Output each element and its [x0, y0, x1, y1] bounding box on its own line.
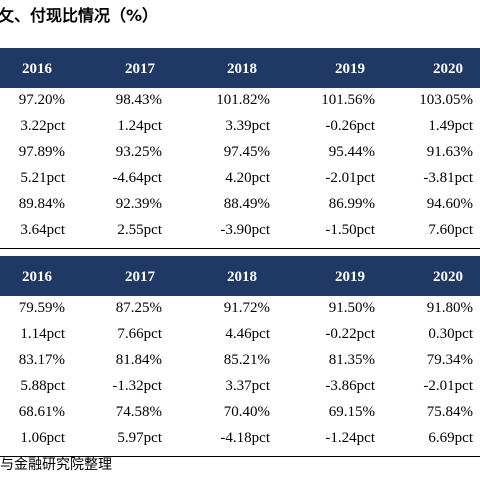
header-cell: 2018 — [227, 269, 257, 285]
header-band — [0, 48, 480, 88]
table-cell: 86.99% — [328, 196, 375, 212]
table-cell: 83.17% — [18, 352, 65, 368]
header-band — [0, 256, 480, 296]
table-cell: 79.59% — [18, 300, 65, 316]
table-cell: -3.90pct — [220, 222, 270, 238]
header-cell: 2017 — [125, 61, 155, 77]
table-cell: 6.69pct — [428, 430, 473, 446]
table-cell: 75.84% — [426, 404, 473, 420]
table-cell: 87.25% — [115, 300, 162, 316]
table-cell: 95.44% — [328, 144, 375, 160]
table-cell: 101.82% — [216, 92, 270, 108]
table-cell: 7.66pct — [117, 326, 162, 342]
table-cell: -4.18pct — [220, 430, 270, 446]
table-cell: 97.20% — [18, 92, 65, 108]
table-cell: -1.24pct — [325, 430, 375, 446]
table-cell: -2.01pct — [423, 378, 473, 394]
table-cell: -0.26pct — [325, 118, 375, 134]
table-cell: 93.25% — [115, 144, 162, 160]
table-cell: -0.22pct — [325, 326, 375, 342]
table-cell: 3.64pct — [20, 222, 65, 238]
table-cell: -3.81pct — [423, 170, 473, 186]
table-cell: 74.58% — [115, 404, 162, 420]
table-cell: 94.60% — [426, 196, 473, 212]
table-cell: -3.86pct — [325, 378, 375, 394]
header-cell: 2016 — [22, 269, 52, 285]
table-cell: 3.39pct — [225, 118, 270, 134]
table-cell: 3.22pct — [20, 118, 65, 134]
table-cell: 68.61% — [18, 404, 65, 420]
header-cell: 2017 — [125, 269, 155, 285]
title: 攵、付现比情况（%） — [0, 6, 159, 25]
table-cell: -1.32pct — [112, 378, 162, 394]
table-cell: 1.24pct — [117, 118, 162, 134]
table-cell: 92.39% — [115, 196, 162, 212]
table-rule — [0, 456, 480, 457]
table-cell: 1.06pct — [20, 430, 65, 446]
table-cell: -1.50pct — [325, 222, 375, 238]
table-cell: 5.88pct — [20, 378, 65, 394]
table-cell: 91.50% — [328, 300, 375, 316]
table-cell: 81.84% — [115, 352, 162, 368]
table-cell: 1.14pct — [20, 326, 65, 342]
table-cell: 0.30pct — [428, 326, 473, 342]
header-cell: 2020 — [433, 269, 463, 285]
table-cell: 4.46pct — [225, 326, 270, 342]
table-cell: 3.37pct — [225, 378, 270, 394]
table-cell: 79.34% — [426, 352, 473, 368]
footer: 与金融研究院整理 — [0, 457, 112, 473]
table-cell: 101.56% — [321, 92, 375, 108]
table-cell: 7.60pct — [428, 222, 473, 238]
table-cell: 5.97pct — [117, 430, 162, 446]
table-cell: 97.45% — [223, 144, 270, 160]
table-cell: 98.43% — [115, 92, 162, 108]
table-cell: 70.40% — [223, 404, 270, 420]
table-cell: 89.84% — [18, 196, 65, 212]
table-rule — [0, 248, 480, 249]
header-cell: 2019 — [335, 269, 365, 285]
table-cell: 4.20pct — [225, 170, 270, 186]
table-cell: 103.05% — [419, 92, 473, 108]
header-cell: 2016 — [22, 61, 52, 77]
table-cell: 69.15% — [328, 404, 375, 420]
table-cell: 91.72% — [223, 300, 270, 316]
table-cell: 88.49% — [223, 196, 270, 212]
table-cell: 5.21pct — [20, 170, 65, 186]
header-cell: 2019 — [335, 61, 365, 77]
table-cell: -2.01pct — [325, 170, 375, 186]
table-cell: 91.80% — [426, 300, 473, 316]
table-cell: 85.21% — [223, 352, 270, 368]
table-cell: 91.63% — [426, 144, 473, 160]
table-cell: 2.55pct — [117, 222, 162, 238]
table-cell: 1.49pct — [428, 118, 473, 134]
table-cell: 81.35% — [328, 352, 375, 368]
header-cell: 2018 — [227, 61, 257, 77]
table-cell: -4.64pct — [112, 170, 162, 186]
header-cell: 2020 — [433, 61, 463, 77]
table-cell: 97.89% — [18, 144, 65, 160]
